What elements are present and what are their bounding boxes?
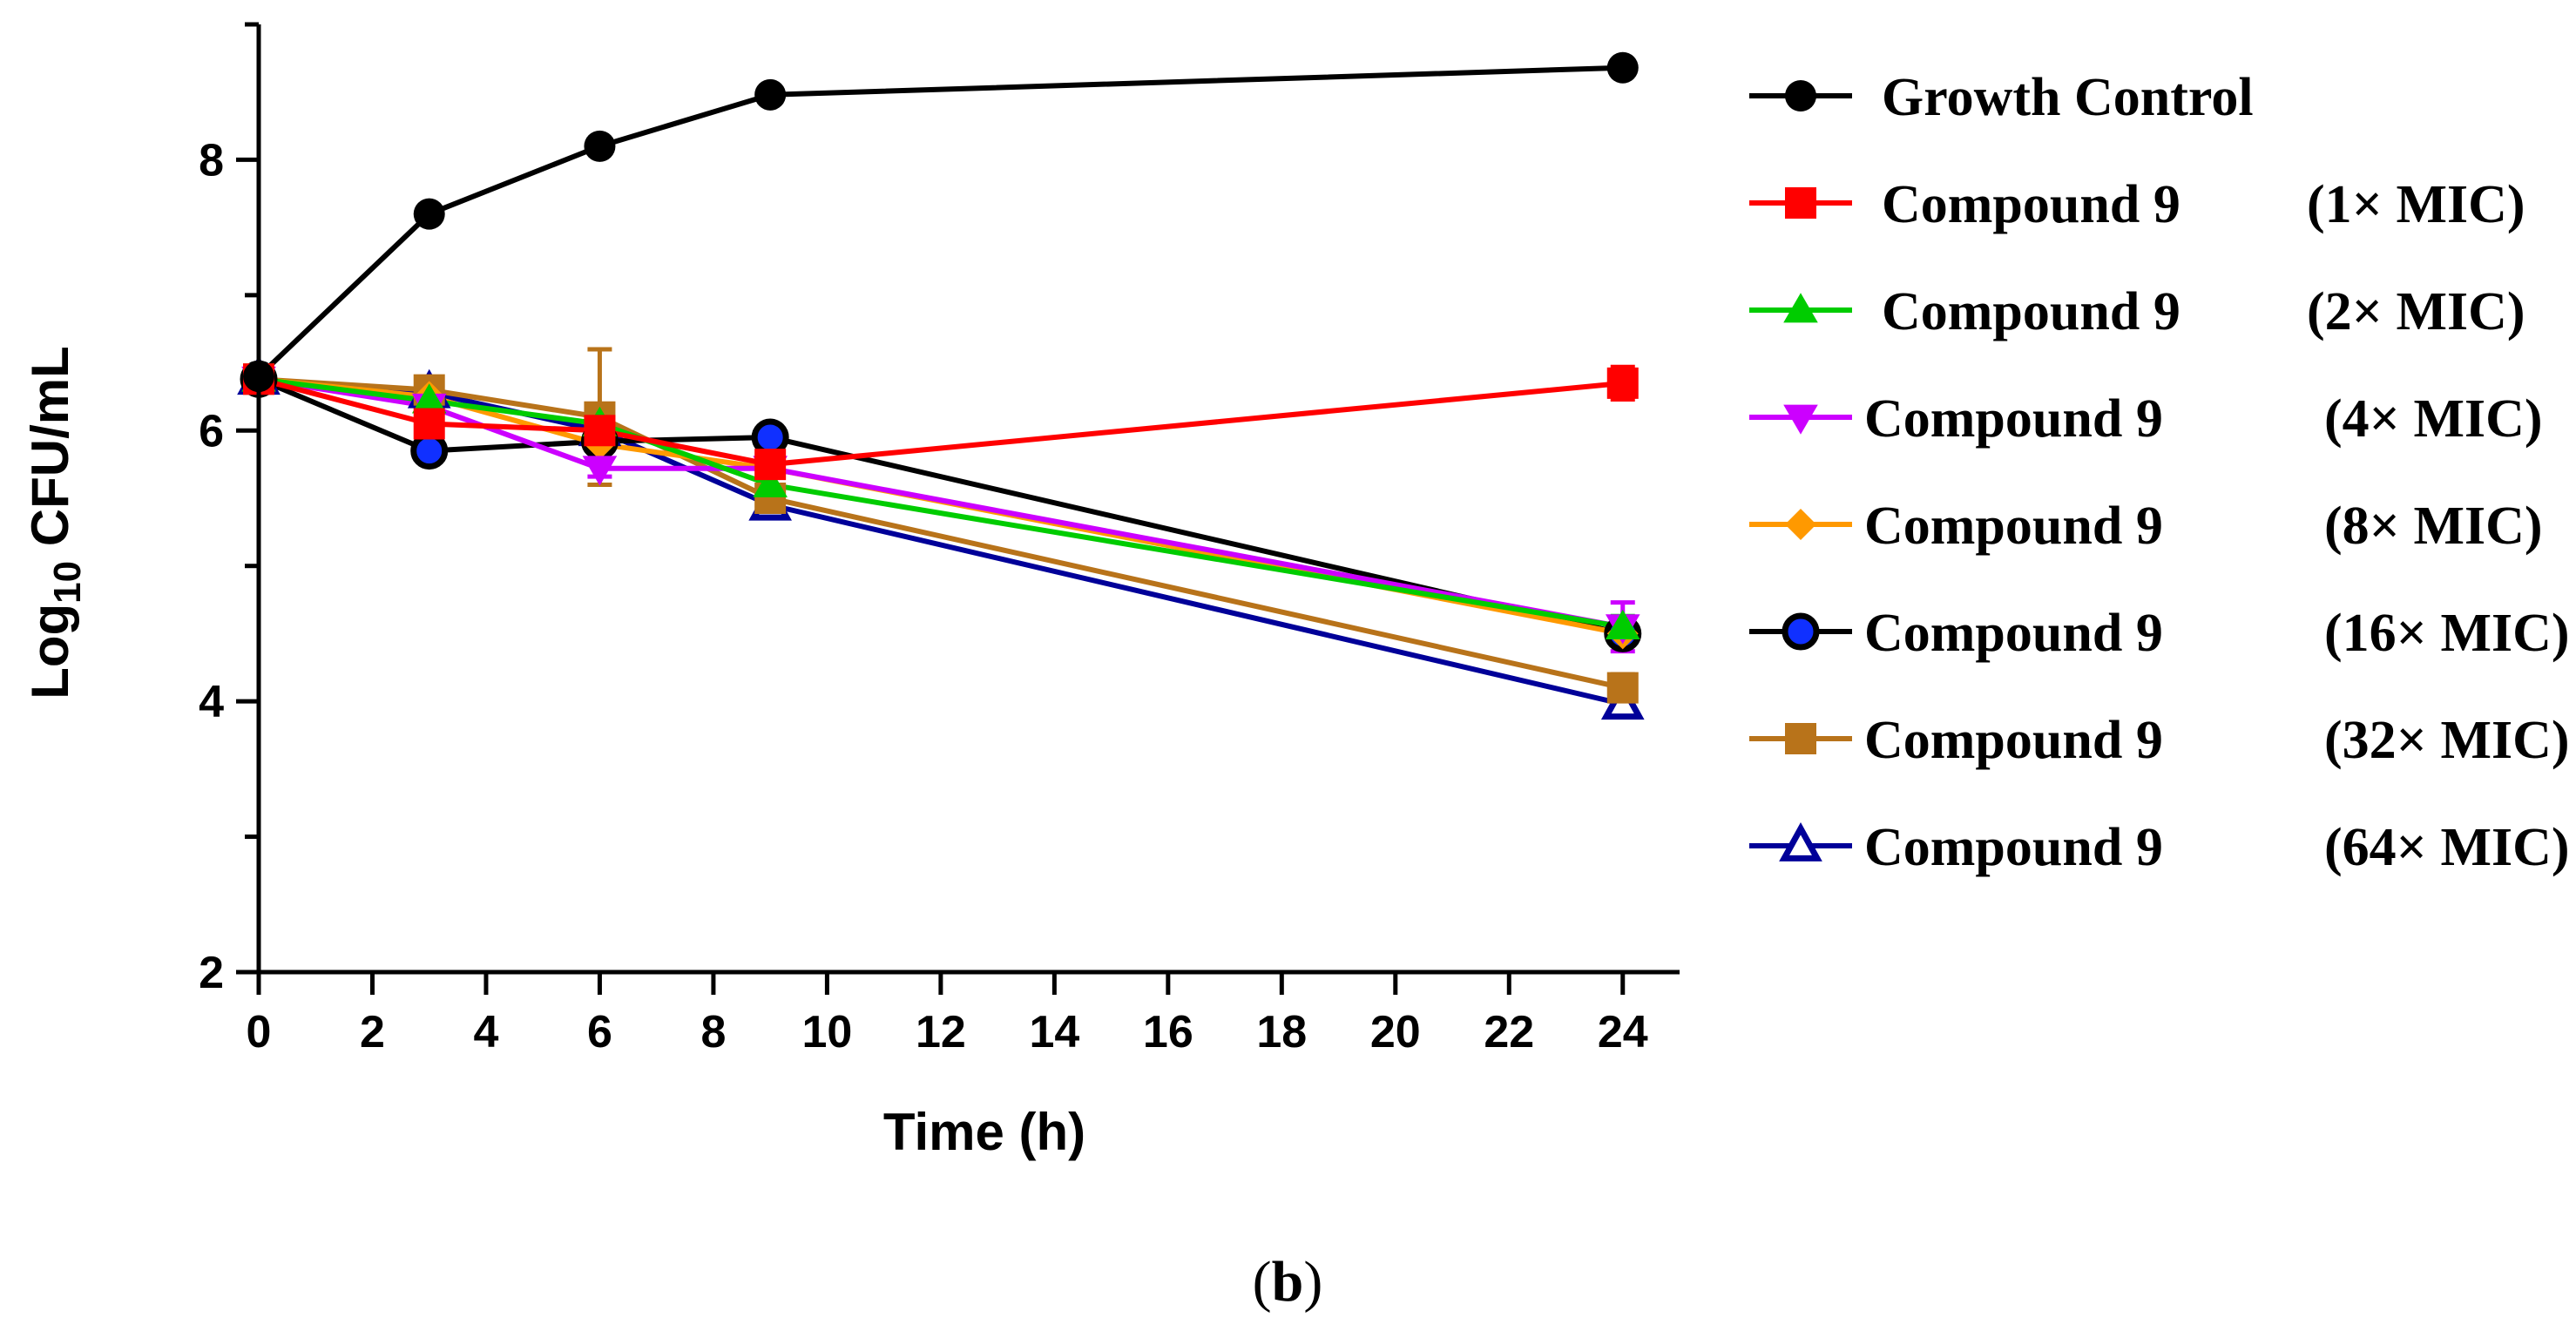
legend-marker-compound-9-2x-mic [1783,293,1818,323]
data-point-compound-9-4x-mic [582,456,618,486]
x-tick-label: 16 [1143,1007,1193,1057]
x-tick-label: 6 [587,1007,612,1057]
legend-marker-compound-9-8x-mic [1785,509,1816,540]
legend-item-compound-9-16x-mic: Compound 9 (16× MIC) [1749,604,2570,663]
legend-name-compound-9-16x-mic: Compound 9 [1864,604,2163,663]
legend-name-compound-9-2x-mic: Compound 9 [1882,282,2180,341]
legend-item-compound-9-64x-mic: Compound 9 (64× MIC) [1749,818,2570,877]
y-ticks: 2 4 6 8 [199,22,259,998]
y-axis-title-rest: CFU/mL [21,346,79,561]
legend-item-compound-9-32x-mic: Compound 9 (32× MIC) [1749,711,2570,770]
x-ticks: 0 2 4 6 8 10 12 14 16 18 20 22 24 [247,972,1648,1057]
data-point-growth-control [413,198,445,230]
data-point-compound-9-1x-mic [1606,367,1639,399]
data-point-growth-control [1606,51,1639,84]
legend-conc-compound-9-64x-mic: (64× MIC) [2324,818,2570,877]
legend-conc-compound-9-4x-mic: (4× MIC) [2324,389,2543,449]
legend-conc-compound-9-32x-mic: (32× MIC) [2324,711,2570,770]
legend-name-compound-9-32x-mic: Compound 9 [1864,711,2163,770]
x-tick-label: 18 [1256,1007,1307,1057]
legend-name-compound-9-1x-mic: Compound 9 [1882,175,2180,234]
legend-name-compound-9-4x-mic: Compound 9 [1864,389,2163,449]
data-point-growth-control [584,130,616,162]
data-point-compound-9-32x-mic [1606,672,1639,704]
panel-label-letter: b [1272,1250,1304,1314]
legend-name-compound-9-8x-mic: Compound 9 [1864,497,2163,556]
data-point-compound-9-16x-mic [751,418,789,456]
legend-name-compound-9-64x-mic: Compound 9 [1864,818,2163,877]
y-tick-label: 6 [199,406,224,456]
x-tick-label: 14 [1029,1007,1079,1057]
legend-conc-compound-9-1x-mic: (1× MIC) [2307,175,2525,234]
data-point-compound-9-1x-mic [754,449,787,481]
x-tick-label: 10 [801,1007,852,1057]
legend-marker-compound-9-32x-mic [1785,723,1816,754]
y-tick-label: 8 [199,135,224,186]
data-point-compound-9-2x-mic [1605,609,1640,640]
legend-marker-compound-9-64x-mic [1779,821,1822,861]
x-tick-label: 8 [700,1007,726,1057]
legend-item-growth-control: Growth Control [1749,68,2254,127]
y-tick-label: 2 [199,948,224,998]
legend-item-compound-9-4x-mic: Compound 9 (4× MIC) [1749,389,2543,449]
legend-conc-compound-9-8x-mic: (8× MIC) [2324,497,2543,556]
panel-label: (b) [1253,1250,1323,1314]
x-tick-label: 20 [1370,1007,1421,1057]
legend-marker-compound-9-4x-mic [1783,404,1818,435]
series-lines [256,64,1624,707]
legend-item-compound-9-8x-mic: Compound 9 (8× MIC) [1749,497,2543,556]
x-tick-label: 4 [473,1007,498,1057]
data-point-compound-9-2x-mic [411,383,447,414]
series-line-compound-9-64x-mic [258,376,1624,707]
x-tick-label: 2 [360,1007,385,1057]
legend-marker-growth-control [1785,80,1816,111]
legend-item-compound-9-1x-mic: Compound 9 (1× MIC) [1749,175,2525,234]
data-point-compound-9-1x-mic [413,408,445,440]
data-point-compound-9-2x-mic [753,467,788,497]
legend-marker-compound-9-16x-mic [1782,612,1820,651]
y-axis-title: Log10 CFU/mL [21,346,89,699]
data-point-compound-9-1x-mic [584,415,616,447]
legend-marker-compound-9-1x-mic [1785,187,1816,219]
data-point-growth-control [754,78,787,111]
axes [256,24,1680,975]
y-axis-title-base: Log [21,604,79,699]
panel-label-close: ) [1303,1250,1322,1314]
data-point-compound-9-16x-mic [410,432,449,470]
legend-conc-compound-9-2x-mic: (2× MIC) [2307,282,2525,341]
panel-label-open: ( [1253,1250,1272,1314]
y-axis-title-subscript: 10 [46,561,89,604]
x-tick-label: 22 [1484,1007,1534,1057]
x-tick-label: 12 [916,1007,966,1057]
series-line-growth-control [256,64,1623,379]
legend-conc-compound-9-16x-mic: (16× MIC) [2324,604,2570,663]
x-tick-label: 24 [1598,1007,1648,1057]
series-line-compound-9-1x-mic [258,376,1624,468]
x-tick-label: 0 [247,1007,272,1057]
series-markers [237,51,1645,720]
legend-item-compound-9-2x-mic: Compound 9 (2× MIC) [1749,282,2525,341]
legend-name-growth-control: Growth Control [1882,68,2254,127]
y-tick-label: 4 [199,677,224,727]
x-axis-title: Time (h) [883,1103,1085,1161]
